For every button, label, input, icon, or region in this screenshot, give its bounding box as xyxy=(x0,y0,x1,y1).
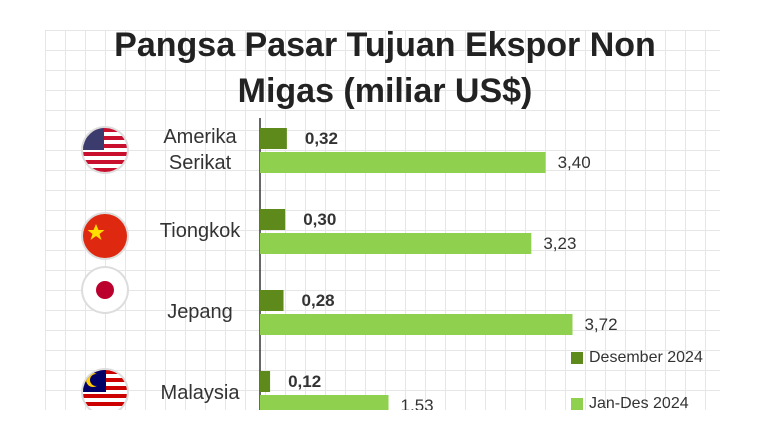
bar xyxy=(260,128,287,149)
bar xyxy=(260,152,546,173)
value-label: 0,28 xyxy=(301,290,335,310)
bar xyxy=(260,233,532,254)
value-label: 0,12 xyxy=(288,371,322,391)
flag xyxy=(81,266,129,314)
bar xyxy=(260,395,389,410)
value-label: 3,72 xyxy=(584,314,618,334)
value-label: 0,30 xyxy=(303,209,337,229)
value-label: 3,23 xyxy=(543,233,577,253)
legend-label: Desember 2024 xyxy=(589,349,703,366)
chart-title: Pangsa Pasar Tujuan Ekspor Non Migas (mi… xyxy=(114,26,656,110)
value-label: 0,32 xyxy=(304,128,338,148)
value-label: 1,53 xyxy=(400,395,434,411)
bar xyxy=(260,314,573,335)
flag xyxy=(81,212,129,260)
value-label: 3,40 xyxy=(557,152,591,172)
category-label: Jepang xyxy=(167,301,233,323)
bar xyxy=(260,209,286,230)
flag xyxy=(81,126,129,174)
bar xyxy=(260,371,271,392)
category-label: Malaysia xyxy=(160,382,240,404)
category-label: Tiongkok xyxy=(159,220,241,242)
legend-swatch xyxy=(571,352,583,364)
category-label: Amerika Serikat xyxy=(163,126,237,174)
flag xyxy=(81,368,129,410)
chart: Pangsa Pasar Tujuan Ekspor Non Migas (mi… xyxy=(45,26,720,411)
grid-paper xyxy=(45,30,720,410)
bar xyxy=(260,290,284,311)
legend-swatch xyxy=(571,398,583,410)
plot xyxy=(81,118,583,410)
legend-label: Jan-Des 2024 xyxy=(589,395,689,410)
